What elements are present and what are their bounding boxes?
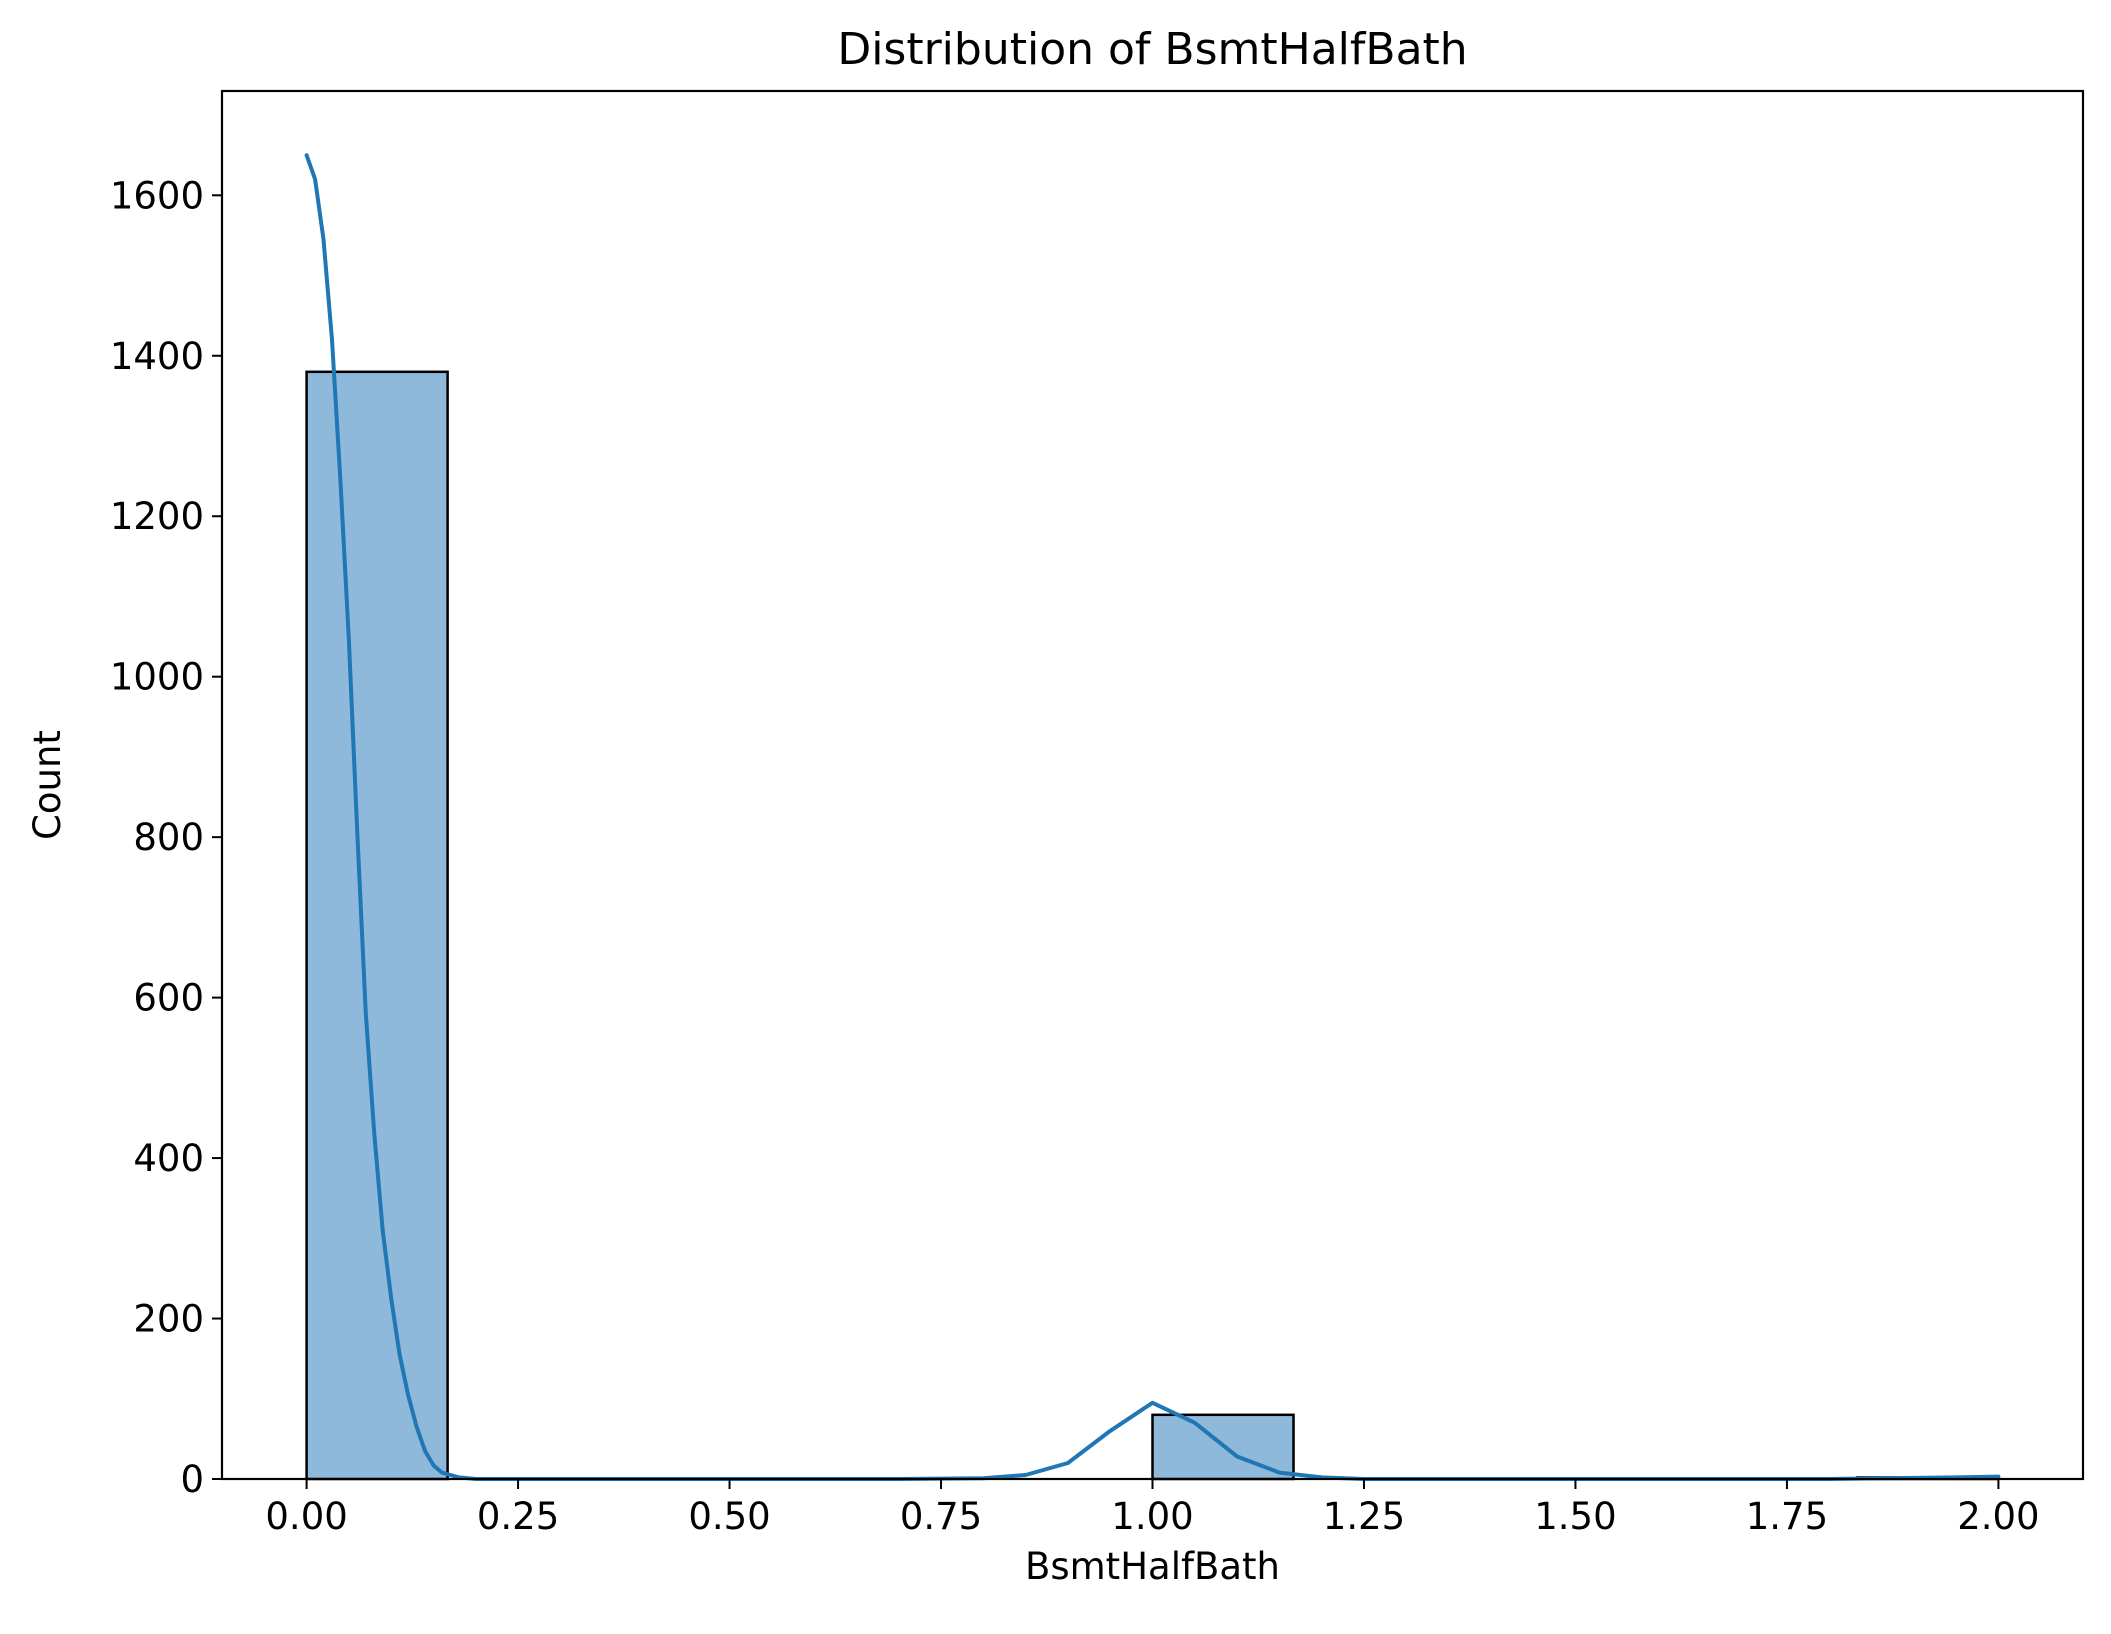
chart-title: Distribution of BsmtHalfBath	[837, 24, 1467, 75]
y-tick-label: 0	[180, 1458, 204, 1501]
y-tick-label: 1200	[110, 495, 204, 538]
x-tick-label: 1.75	[1746, 1495, 1828, 1538]
y-tick-label: 800	[133, 816, 204, 859]
x-tick-label: 1.00	[1111, 1495, 1193, 1538]
x-tick-label: 1.25	[1323, 1495, 1405, 1538]
y-tick-label: 1600	[110, 174, 204, 217]
y-tick-label: 1400	[110, 335, 204, 378]
ticks-layer: 0.00 0.25 0.50 0.75 1.00 1.25 1.50 1.75 2.00 0 200…	[110, 174, 2040, 1538]
histogram-bar	[305, 370, 449, 1481]
y-tick-label: 200	[133, 1298, 204, 1341]
x-tick-label: 0.50	[688, 1495, 770, 1538]
x-tick-label: 0.75	[900, 1495, 982, 1538]
x-tick-label: 2.00	[1957, 1495, 2039, 1538]
x-tick-label: 0.25	[477, 1495, 559, 1538]
x-axis-label: BsmtHalfBath	[1025, 1545, 1280, 1588]
y-tick-label: 400	[133, 1137, 204, 1180]
x-tick-label: 0.00	[265, 1495, 347, 1538]
y-axis-label: Count	[26, 730, 69, 840]
x-tick-label: 1.50	[1534, 1495, 1616, 1538]
y-tick-label: 600	[133, 977, 204, 1020]
y-tick-label: 1000	[110, 656, 204, 699]
